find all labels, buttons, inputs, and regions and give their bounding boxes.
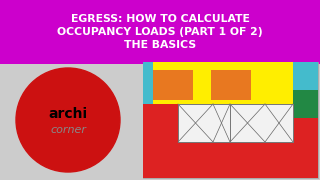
Bar xyxy=(153,70,193,100)
Bar xyxy=(293,90,306,106)
Bar xyxy=(0,64,320,180)
Bar xyxy=(223,142,293,178)
Circle shape xyxy=(16,68,120,172)
Bar xyxy=(178,104,293,142)
Bar xyxy=(143,62,318,178)
Bar xyxy=(293,90,318,118)
Bar xyxy=(293,62,318,90)
Bar xyxy=(143,62,153,76)
Bar xyxy=(143,104,178,178)
Bar xyxy=(143,62,293,104)
Bar xyxy=(293,118,318,178)
Text: corner: corner xyxy=(50,125,86,135)
Text: EGRESS: HOW TO CALCULATE
OCCUPANCY LOADS (PART 1 OF 2)
THE BASICS: EGRESS: HOW TO CALCULATE OCCUPANCY LOADS… xyxy=(57,14,263,50)
Text: archi: archi xyxy=(48,107,88,121)
Bar xyxy=(211,70,251,100)
Bar xyxy=(0,0,320,64)
Bar xyxy=(143,62,153,104)
Bar xyxy=(178,142,223,178)
